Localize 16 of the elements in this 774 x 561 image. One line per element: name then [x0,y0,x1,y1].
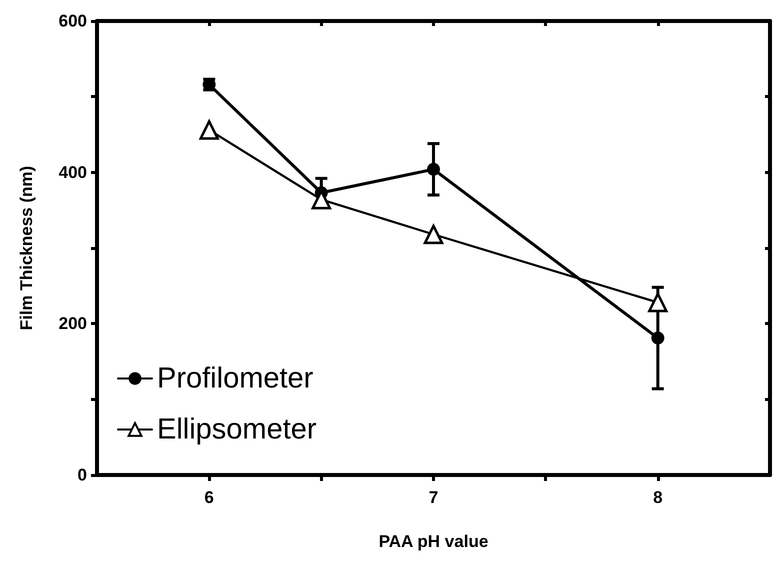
y-tick-label: 600 [58,12,87,30]
point [427,162,440,176]
x-axis-title: PAA pH value [378,532,488,551]
point [424,224,444,244]
x-tick-label: 7 [428,488,438,507]
y-axis-title: Film Thickness (nm) [17,166,36,330]
point [651,332,664,345]
x-tick-label: 6 [204,488,214,507]
y-tick-label: 0 [78,466,87,484]
y-tick-label: 400 [58,162,87,182]
point [648,292,668,312]
y-tick-label: 200 [58,314,87,334]
point [199,120,219,140]
legend-label: Profilometer [157,362,314,394]
legend-label: Ellipsometer [157,414,317,446]
x-tick-label: 8 [653,488,663,507]
